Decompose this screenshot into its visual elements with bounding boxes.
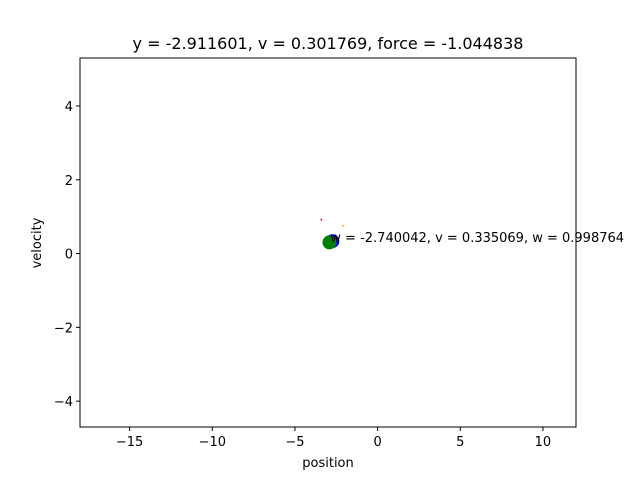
x-tick-label: −5: [285, 435, 304, 450]
y-tick-label: 2: [65, 174, 73, 189]
point-annotation: w = -2.740042, v = 0.335069, w = 0.99876…: [330, 231, 624, 246]
y-tick-label: 4: [65, 100, 73, 115]
marks-layer: [320, 218, 344, 250]
x-tick-label: 0: [373, 435, 381, 450]
y-tick-label: −4: [54, 395, 73, 410]
particle-orange-point: [342, 225, 344, 227]
x-tick-label: 10: [535, 435, 552, 450]
y-tick-label: −2: [54, 321, 73, 336]
x-tick-label: 5: [456, 435, 464, 450]
y-tick-label: 0: [65, 248, 73, 263]
particle-red-point: [320, 218, 323, 221]
state-point: [322, 235, 337, 250]
y-axis-label: velocity: [30, 217, 45, 268]
x-tick-label: −15: [116, 435, 143, 450]
x-tick-label: −10: [199, 435, 226, 450]
plot-frame: [79, 57, 577, 428]
annotation-layer: w = -2.740042, v = 0.335069, w = 0.99876…: [330, 231, 624, 246]
ticks-layer: −15 −10 −5 0 5 10 −4 −2 0 2 4: [54, 100, 551, 450]
x-axis-label: position: [302, 456, 354, 471]
chart-title: y = -2.911601, v = 0.301769, force = -1.…: [133, 34, 524, 53]
